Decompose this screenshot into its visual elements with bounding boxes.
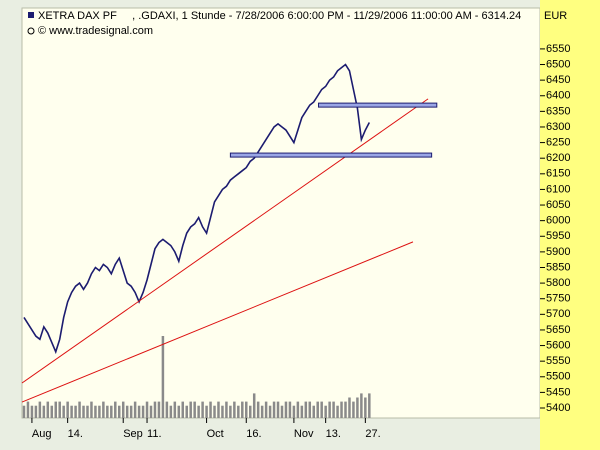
y-axis-label: EUR	[544, 10, 567, 22]
y-tick-label: 6050	[546, 199, 570, 211]
x-tick-label: Sep	[123, 428, 143, 440]
y-tick-label: 5450	[546, 386, 570, 398]
y-tick-label: 5650	[546, 324, 570, 336]
y-tick-label: 5700	[546, 308, 570, 320]
x-tick-label: 13.	[326, 428, 341, 440]
y-tick-label: 5750	[546, 293, 570, 305]
y-tick-label: 6300	[546, 121, 570, 133]
x-tick-label: Oct	[207, 428, 224, 440]
y-tick-label: 5550	[546, 355, 570, 367]
legend-icon	[28, 12, 34, 18]
plot-area	[21, 7, 541, 419]
logo-icon	[27, 27, 35, 35]
x-tick-label: Nov	[294, 428, 314, 440]
y-tick-label: 6350	[546, 105, 570, 117]
y-tick-label: 6400	[546, 90, 570, 102]
price-line	[23, 63, 371, 355]
y-tick-label: 6250	[546, 136, 570, 148]
chart-title: XETRA DAX PF , .GDAXI, 1 Stunde - 7/28/2…	[38, 10, 521, 22]
y-tick-label: 6450	[546, 74, 570, 86]
level-band	[318, 102, 438, 108]
y-tick-label: 5850	[546, 261, 570, 273]
y-tick-label: 5800	[546, 277, 570, 289]
y-tick-label: 6150	[546, 168, 570, 180]
y-tick-label: 6000	[546, 215, 570, 227]
y-tick-label: 5400	[546, 402, 570, 414]
level-band	[229, 152, 433, 158]
chart-subtitle: © www.tradesignal.com	[38, 25, 153, 37]
x-tick-label: 16.	[246, 428, 261, 440]
y-tick-label: 6200	[546, 152, 570, 164]
y-tick-label: 5950	[546, 230, 570, 242]
x-tick-label: Aug	[32, 428, 52, 440]
x-tick-label: 27.	[365, 428, 380, 440]
trend-line	[21, 98, 429, 384]
y-tick-label: 5500	[546, 371, 570, 383]
y-tick-label: 5900	[546, 246, 570, 258]
y-tick-label: 5600	[546, 339, 570, 351]
x-tick-label: 11.	[147, 428, 161, 440]
y-tick-label: 6100	[546, 183, 570, 195]
y-tick-label: 6500	[546, 58, 570, 70]
trend-line	[21, 241, 414, 403]
x-tick-label: 14.	[68, 428, 83, 440]
y-tick-label: 6550	[546, 43, 570, 55]
y-axis-panel	[540, 0, 600, 450]
